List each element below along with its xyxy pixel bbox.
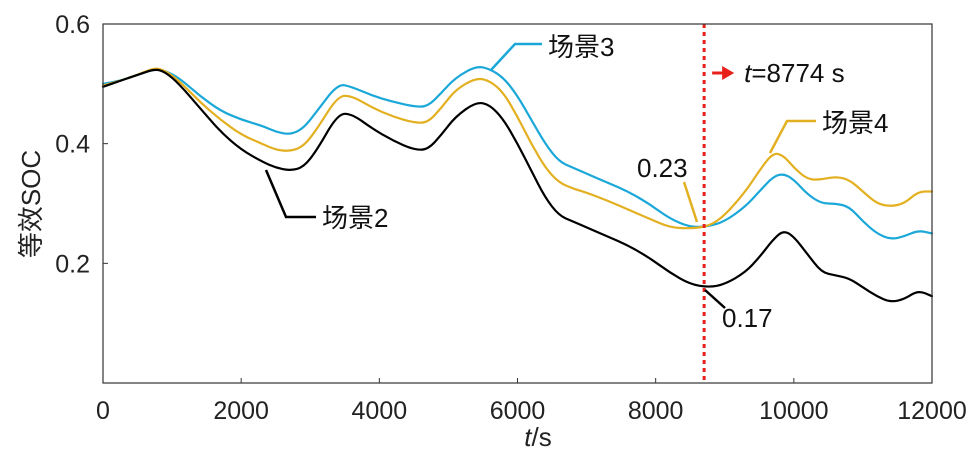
x-tick-label: 2000 [213, 397, 269, 425]
time-marker-label-value: =8774 s [751, 58, 844, 88]
x-tick-label: 12000 [897, 397, 967, 425]
scenario4-leader [768, 119, 816, 154]
scenario3-line [101, 66, 934, 240]
y-axis-title: 等效SOC [16, 150, 46, 258]
x-axis-title-unit: /s [532, 422, 552, 452]
x-tick-label: 0 [96, 397, 110, 425]
y-tick-label: 0.2 [55, 250, 90, 278]
plot-area [101, 66, 934, 303]
value-high-leader [682, 181, 699, 223]
scenario2-line [101, 68, 934, 303]
time-marker: t=8774 s [702, 24, 845, 383]
x-tick-label: 6000 [490, 397, 546, 425]
x-tick-label: 10000 [759, 397, 829, 425]
x-tick-label: 4000 [352, 397, 408, 425]
x-axis-title-var: t [524, 422, 533, 452]
scenario3-label: 场景3 [548, 32, 614, 62]
x-tick-label: 8000 [628, 397, 684, 425]
scenario4-label: 场景4 [822, 108, 888, 138]
x-axis-title: t/s [524, 422, 551, 452]
y-tick-label: 0.4 [55, 131, 90, 159]
time-marker-arrow-icon [722, 66, 735, 80]
y-axis-ticks: 0.2 0.4 0.6 [55, 11, 108, 278]
time-marker-label: t=8774 s [744, 58, 844, 88]
scenario2-leader [264, 169, 316, 219]
value-low-leader [704, 289, 726, 309]
y-tick-label: 0.6 [55, 11, 90, 39]
value-high-label: 0.23 [637, 153, 688, 183]
plot-frame [102, 23, 933, 384]
scenario3-leader [490, 42, 542, 71]
annotations: 场景2 场景3 场景4 0.23 0.17 [264, 32, 888, 333]
scenario2-label: 场景2 [322, 203, 388, 233]
time-marker-label-var: t [744, 58, 753, 88]
scenario4-line [101, 67, 934, 230]
x-axis-ticks: 0 2000 4000 6000 8000 10000 12000 [96, 378, 967, 425]
value-low-label: 0.17 [722, 303, 773, 333]
